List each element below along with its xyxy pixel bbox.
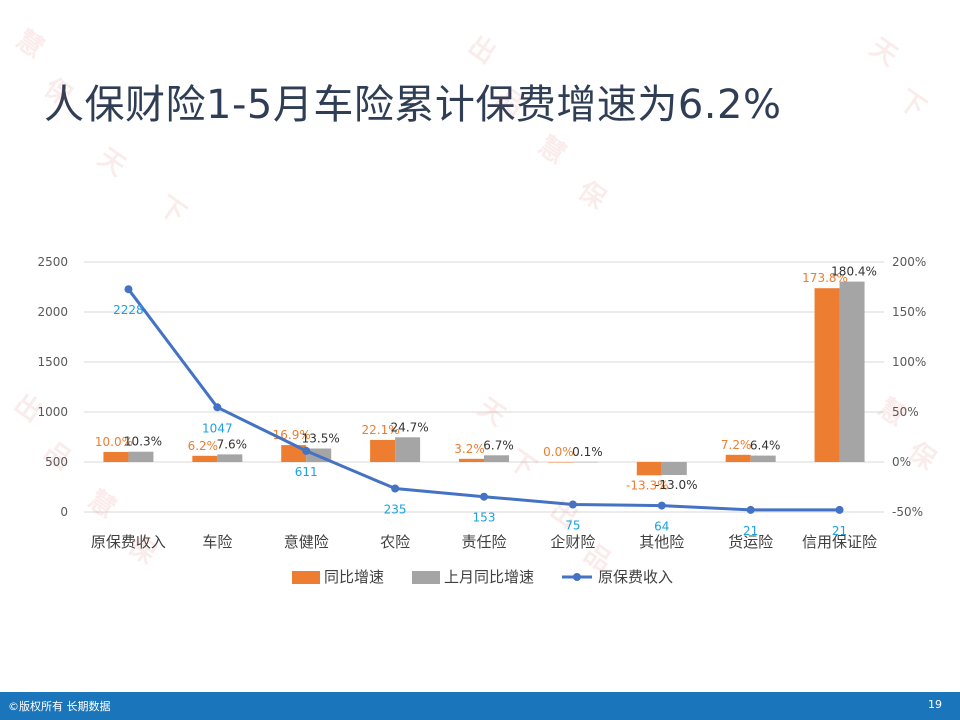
premium-point	[657, 501, 666, 510]
bar-prev-month	[128, 451, 154, 462]
legend-label: 原保费收入	[598, 568, 673, 586]
bar-yoy	[814, 288, 840, 462]
premium-point	[568, 500, 577, 509]
y-left-tick-label: 500	[45, 455, 68, 469]
legend-label: 上月同比增速	[444, 568, 534, 586]
line-data-label: 1047	[202, 421, 233, 435]
bar-data-label: 6.4%	[750, 439, 781, 453]
bar-data-label: 10.0%	[95, 435, 133, 449]
bar-data-label: 6.2%	[188, 439, 219, 453]
bar-data-label: 0.1%	[572, 445, 603, 459]
bar-data-label: 13.5%	[302, 432, 340, 446]
bar-prev-month	[750, 455, 776, 462]
bar-prev-month	[839, 281, 865, 462]
bar-data-label: 24.7%	[391, 420, 429, 434]
premium-point	[302, 446, 311, 455]
y-right-tick-label: 200%	[892, 255, 926, 269]
bar-data-label: 173.8%	[802, 271, 848, 285]
premium-point	[124, 285, 133, 294]
y-left-tick-label: 1000	[37, 405, 68, 419]
bar-data-label: 22.1%	[362, 423, 400, 437]
legend-swatch	[412, 571, 440, 584]
footer-bar: ©版权所有 长期数据 19	[0, 692, 960, 720]
x-tick-label: 其他险	[639, 533, 684, 551]
bar-data-label: 7.6%	[217, 437, 248, 451]
premium-point	[835, 505, 844, 514]
line-data-label: 611	[295, 465, 318, 479]
bar-data-label: 180.4%	[831, 265, 877, 279]
x-tick-label: 意健险	[284, 533, 329, 551]
bar-yoy	[192, 455, 218, 462]
premium-point	[213, 403, 222, 412]
bar-data-label: 7.2%	[721, 438, 752, 452]
bar-data-label: 6.7%	[483, 438, 514, 452]
slide-title: 人保财险1-5月车险累计保费增速为6.2%	[44, 82, 782, 128]
combo-chart: 0 500 1000 1500 2000 2500 -50% 0% 50% 100% 150% 200…	[37, 255, 926, 586]
page-number: 19	[928, 698, 942, 711]
y-right-tick-label: 50%	[892, 405, 919, 419]
y-left-tick-label: 1500	[37, 355, 68, 369]
bar-yoy	[103, 452, 129, 462]
line-data-label: 21	[832, 524, 847, 538]
bar-prev-month	[661, 462, 687, 475]
y-right-tick-label: 0%	[892, 455, 911, 469]
premium-point	[391, 484, 400, 493]
line-data-label: 21	[743, 524, 758, 538]
bar-yoy	[459, 458, 484, 462]
bar-yoy	[370, 439, 396, 462]
copyright-text: ©版权所有 长期数据	[8, 700, 111, 713]
bar-yoy	[725, 454, 751, 462]
bar-prev-month	[484, 455, 509, 462]
x-tick-label: 企财险	[550, 533, 595, 551]
bar-data-label: -13.3%	[626, 478, 668, 492]
line-data-label: 235	[384, 503, 407, 517]
legend-label: 同比增速	[324, 568, 384, 586]
line-data-label: 75	[565, 519, 580, 533]
y-left-tick-label: 2000	[37, 305, 68, 319]
bar-data-label: 0.0%	[543, 445, 574, 459]
x-tick-label: 车险	[202, 533, 232, 551]
x-tick-label: 信用保证险	[802, 533, 877, 551]
y-right-tick-label: 150%	[892, 305, 926, 319]
y-left-tick-label: 0	[60, 505, 68, 519]
x-tick-label: 原保费收入	[91, 533, 166, 551]
x-tick-label: 责任险	[461, 533, 506, 551]
x-tick-label: 农险	[380, 533, 410, 551]
bar-prev-month	[217, 454, 243, 462]
bar-yoy	[547, 462, 573, 463]
bar-prev-month	[395, 437, 421, 462]
line-data-label: 153	[473, 511, 496, 525]
y-right-tick-label: -50%	[892, 505, 923, 519]
y-right-tick-label: 100%	[892, 355, 926, 369]
bar-prev-month	[572, 461, 598, 463]
bar-data-label: -13.0%	[655, 478, 697, 492]
legend-swatch	[292, 571, 320, 584]
legend-marker	[573, 573, 581, 581]
bar-data-label: 10.3%	[124, 435, 162, 449]
premium-point	[480, 492, 488, 501]
line-data-label: 2228	[113, 303, 144, 317]
premium-line	[127, 288, 840, 512]
bar-yoy	[636, 462, 662, 476]
premium-point	[746, 505, 755, 514]
y-left-tick-label: 2500	[37, 255, 68, 269]
bar-data-label: 3.2%	[454, 442, 485, 456]
line-data-label: 64	[654, 520, 669, 534]
x-tick-label: 货运险	[728, 533, 773, 551]
